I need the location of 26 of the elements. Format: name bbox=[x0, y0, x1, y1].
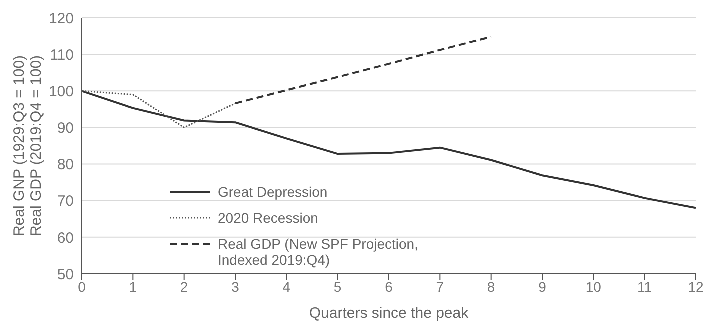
x-tick-label: 0 bbox=[78, 278, 86, 295]
y-tick-label: 60 bbox=[57, 230, 74, 247]
y-tick-label: 100 bbox=[48, 83, 74, 100]
x-tick-label: 12 bbox=[688, 278, 704, 295]
x-tick-label: 11 bbox=[638, 278, 652, 295]
x-axis-title: Quarters since the peak bbox=[309, 305, 470, 322]
x-tick-label: 5 bbox=[334, 278, 342, 295]
x-tick-label: 1 bbox=[129, 278, 138, 295]
x-tick-label: 6 bbox=[385, 278, 394, 295]
x-tick-label: 9 bbox=[538, 278, 547, 295]
legend-label: Great Depression bbox=[218, 184, 328, 200]
y-tick-label: 70 bbox=[57, 193, 74, 210]
y-tick-label: 80 bbox=[57, 156, 74, 174]
y-tick-label: 110 bbox=[50, 46, 74, 64]
y-tick-label: 50 bbox=[57, 266, 74, 284]
y-tick-label: 90 bbox=[57, 120, 74, 138]
legend-label: Real GDP (New SPF Projection, Indexed 2019:Q4) bbox=[218, 236, 420, 268]
x-tick-label: 4 bbox=[282, 278, 291, 295]
x-tick-label: 2 bbox=[180, 278, 188, 295]
x-tick-label: 8 bbox=[487, 278, 496, 295]
x-tick-label: 10 bbox=[586, 278, 602, 295]
y-axis-title: Real GNP (1929:Q3 = 100) Real GDP (2019:Q4 = 100) bbox=[11, 55, 45, 237]
legend-label: 2020 Recession bbox=[218, 210, 318, 226]
y-tick-label: 120 bbox=[48, 10, 74, 28]
x-tick-label: 3 bbox=[232, 278, 240, 295]
x-tick-label: 7 bbox=[436, 278, 444, 295]
